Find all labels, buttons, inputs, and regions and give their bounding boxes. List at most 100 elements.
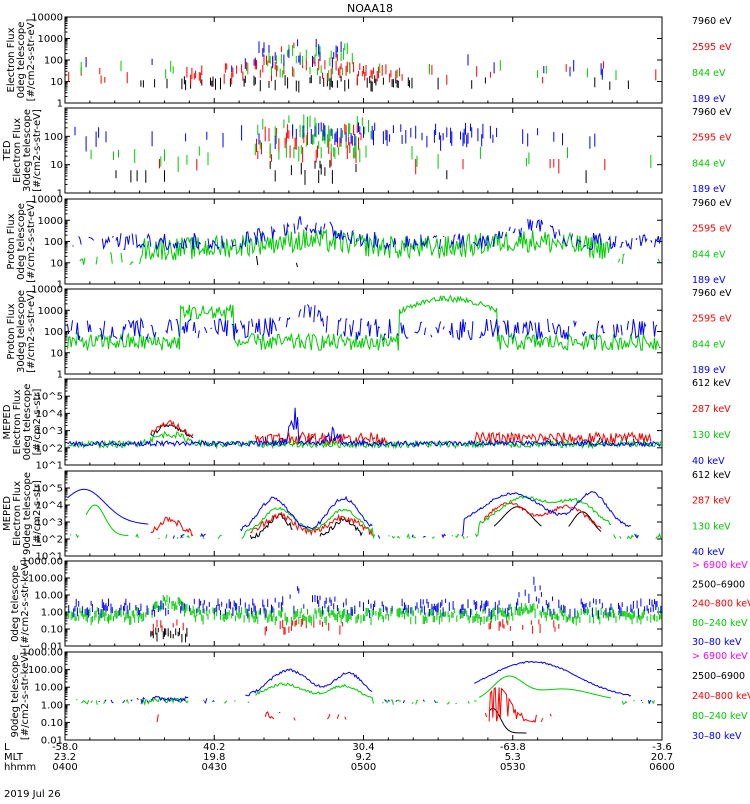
series-1 — [140, 75, 629, 93]
panel-2: 1 10 100 TED Electron Flux 30deg telescope [#/… — [2, 107, 732, 200]
series-trace — [140, 75, 629, 93]
legend-entry: 2595 eV — [692, 314, 732, 325]
y-axis-label: [#/cm2-s-str-eV] — [26, 200, 37, 283]
y-axis-label: Proton Flux — [6, 303, 17, 359]
legend-entry: 7960 eV — [692, 198, 732, 209]
series-4 — [67, 595, 662, 626]
y-tick-label: 1 — [57, 370, 63, 381]
y-axis-label: Electron Flux — [12, 389, 23, 454]
y-tick-label: 10^1 — [36, 552, 63, 563]
y-tick-label: 100.00 — [28, 665, 63, 676]
series-trace — [115, 160, 587, 185]
series-2 — [150, 501, 602, 537]
legend-entry: 40 keV — [692, 547, 725, 558]
series-trace — [90, 114, 652, 173]
x-tick-label: 23.2 — [54, 752, 76, 763]
y-axis-label: [#/cm2-s-str] — [32, 480, 43, 547]
y-axis-label: Electron Flux — [12, 481, 23, 546]
y-tick-label: 0.01 — [41, 642, 63, 653]
series-trace — [257, 256, 319, 267]
legend-entry: 30–80 keV — [692, 731, 742, 742]
legend-entry: 240–800 keV — [692, 691, 750, 702]
y-tick-label: 10 — [50, 77, 63, 88]
panel-3: 1 10 100 1000 10000 Proton Flux 0deg telescope… — [6, 195, 732, 291]
series-trace — [72, 216, 662, 251]
series-2 — [159, 123, 606, 175]
legend-entry: 2595 eV — [692, 224, 732, 235]
y-tick-label: 10.00 — [34, 591, 63, 602]
y-tick-label: 1000.00 — [22, 557, 63, 568]
series-5 — [68, 576, 662, 619]
y-tick-label: 10 — [50, 160, 63, 171]
series-2 — [488, 707, 527, 734]
y-axis-label: [#/cm2-s-str-eV] — [32, 109, 43, 192]
x-tick-label: 40.2 — [203, 742, 225, 753]
series-4 — [67, 407, 662, 448]
y-tick-label: 1000 — [38, 306, 63, 317]
series-3 — [80, 42, 617, 82]
legend-entry: 844 eV — [692, 249, 726, 260]
y-axis-label: 90deg telescope — [10, 654, 21, 737]
y-tick-label: 1000 — [38, 34, 63, 45]
series-trace — [67, 294, 661, 352]
y-axis-label: [#/cm2-s-str] — [32, 388, 43, 455]
legend-entry: 130 keV — [692, 521, 731, 532]
legend-entry: 7960 eV — [692, 288, 732, 299]
y-tick-label: 1 — [57, 99, 63, 110]
legend-entry: 2500–6900 — [692, 579, 745, 590]
y-tick-label: 10000 — [31, 195, 63, 206]
series-4 — [68, 489, 659, 538]
y-axis-label: Electron Flux — [6, 27, 17, 92]
panel-frame — [64, 107, 663, 194]
y-axis-label: Proton Flux — [6, 213, 17, 269]
series-trace — [69, 495, 662, 540]
legend-entry: 189 eV — [692, 275, 726, 286]
panel-6: 10^1 10^2 10^3 10^4 10^5 MEPED Electron Flux 90… — [2, 470, 731, 563]
y-tick-label: 1.00 — [41, 608, 63, 619]
x-tick-label: -58.0 — [52, 742, 78, 753]
y-axis-label: Electron Flux — [12, 118, 23, 183]
y-tick-label: 10^5 — [36, 484, 63, 495]
y-tick-label: 10000 — [31, 13, 63, 24]
y-tick-label: 100.00 — [28, 574, 63, 585]
legend-entry: 844 eV — [692, 68, 726, 79]
series-4 — [72, 216, 662, 251]
series-3 — [69, 495, 662, 540]
legend-entry: 287 keV — [692, 404, 731, 415]
legend-entry: 2595 eV — [692, 42, 732, 53]
legend-entry: 844 eV — [692, 339, 726, 350]
y-tick-label: 10^5 — [36, 392, 63, 403]
panel-frame — [64, 16, 663, 104]
series-4 — [74, 122, 596, 152]
x-tick-label: 0600 — [649, 762, 674, 773]
series-3 — [67, 430, 662, 450]
legend-entry: 30–80 keV — [692, 637, 742, 648]
panel-4: 1 10 100 1000 10000 Proton Flux 30deg telescop… — [6, 285, 732, 381]
y-tick-label: 10^4 — [36, 409, 63, 420]
y-tick-label: 100 — [44, 56, 63, 67]
series-trace — [159, 123, 606, 175]
y-tick-label: 1000 — [38, 216, 63, 227]
y-tick-label: 1.00 — [41, 700, 63, 711]
series-2 — [68, 42, 657, 85]
legend-entry: 189 eV — [692, 184, 726, 195]
series-4 — [85, 39, 603, 80]
series-trace — [74, 122, 596, 152]
x-tick-label: 0500 — [351, 762, 376, 773]
x-row-label: MLT — [4, 752, 24, 763]
y-tick-label: 0.10 — [41, 625, 63, 636]
legend-entry: > 6900 keV — [692, 560, 748, 571]
date-label: 2019 Jul 26 — [4, 789, 61, 800]
series-trace — [67, 407, 662, 448]
y-axis-label: 30deg telescope — [22, 109, 33, 192]
y-tick-label: 10 — [50, 348, 63, 359]
y-tick-label: 10^3 — [36, 518, 63, 529]
legend-entry: 612 keV — [692, 470, 731, 481]
panel-1: 1 10 100 1000 10000 Electron Flux 0deg telesco… — [6, 13, 732, 110]
y-tick-label: 10 — [50, 258, 63, 269]
y-axis-label: [#/cm2-s-str-eV] — [26, 19, 37, 102]
x-tick-label: 5.3 — [505, 752, 521, 763]
legend-entry: > 6900 keV — [692, 651, 748, 662]
series-trace — [85, 39, 603, 80]
